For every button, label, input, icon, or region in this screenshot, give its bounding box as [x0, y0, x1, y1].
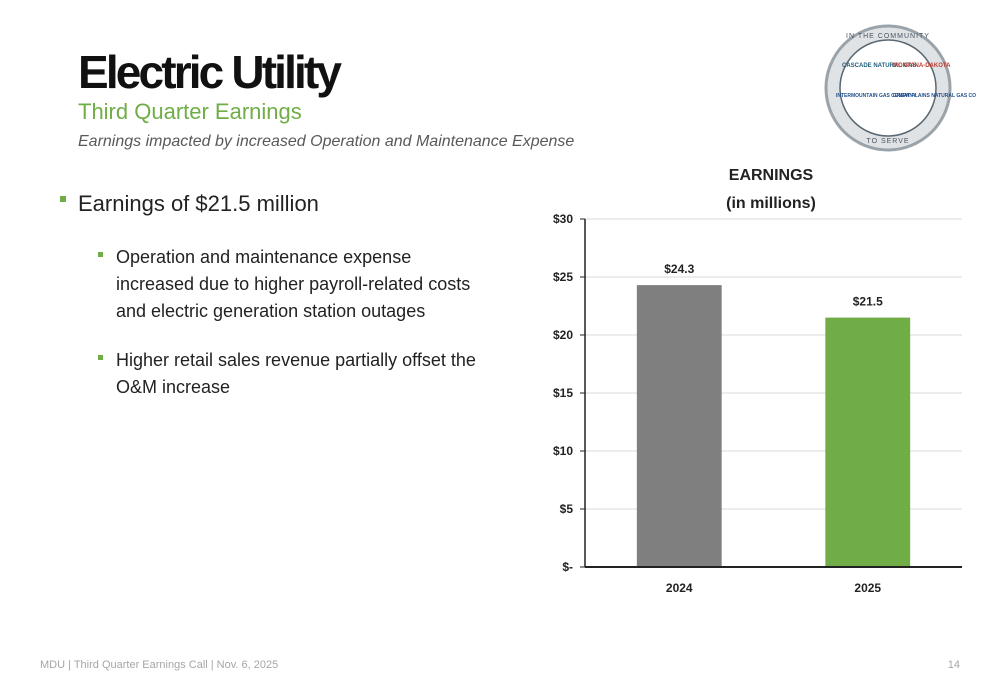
sub-bullet-line: and electric generation station outages	[116, 301, 425, 321]
bar	[825, 317, 911, 567]
bullet-marker	[60, 196, 66, 202]
bar	[636, 285, 722, 567]
y-tick-label: $20	[553, 328, 573, 342]
logo-text: TO SERVE	[866, 138, 909, 145]
chart-subtitle: (in millions)	[726, 195, 816, 212]
y-tick-label: $15	[553, 386, 573, 400]
sub-bullets: Operation and maintenance expense increas…	[98, 247, 476, 397]
slide-title: Electric Utility	[78, 46, 342, 98]
data-label: $24.3	[664, 262, 694, 276]
y-tick-label: $10	[553, 444, 573, 458]
slide-tagline: Earnings impacted by increased Operation…	[78, 133, 574, 150]
logo: IN THE COMMUNITY TO SERVE CASCADE NATURA…	[824, 24, 976, 152]
logo-brand: GREAT PLAINS NATURAL GAS CO	[893, 93, 976, 99]
logo-brand: CASCADE NATURAL GAS	[842, 63, 916, 69]
sub-bullet-line: O&M increase	[116, 377, 230, 397]
sub-bullet-line: Operation and maintenance expense	[116, 247, 411, 267]
chart: EARNINGS (in millions) $- $5 $10 $15 $20 $25 $…	[553, 167, 962, 595]
y-tick-label: $25	[553, 270, 573, 284]
data-label: $21.5	[853, 295, 883, 309]
logo-brand: MONTANA-DAKOTA	[893, 63, 951, 69]
bullet-marker	[98, 252, 103, 257]
sub-bullet-line: increased due to higher payroll-related …	[116, 274, 470, 294]
y-tick-label: $-	[562, 560, 573, 574]
page-number: 14	[948, 659, 960, 671]
bullet-marker	[98, 355, 103, 360]
logo-brand: INTERMOUNTAIN GAS COMPANY	[836, 93, 917, 99]
sub-bullet-line: Higher retail sales revenue partially of…	[116, 350, 476, 370]
slide-subtitle: Third Quarter Earnings	[78, 99, 302, 124]
footer-text: MDU | Third Quarter Earnings Call | Nov.…	[40, 659, 278, 671]
bullet-main: Earnings of $21.5 million	[78, 191, 319, 216]
logo-text: IN THE COMMUNITY	[846, 33, 930, 40]
chart-title: EARNINGS	[729, 167, 814, 184]
x-tick-label: 2025	[854, 581, 881, 595]
x-tick-label: 2024	[666, 581, 693, 595]
y-tick-label: $5	[560, 502, 574, 516]
y-tick-label: $30	[553, 212, 573, 226]
logo-inner	[839, 39, 937, 137]
